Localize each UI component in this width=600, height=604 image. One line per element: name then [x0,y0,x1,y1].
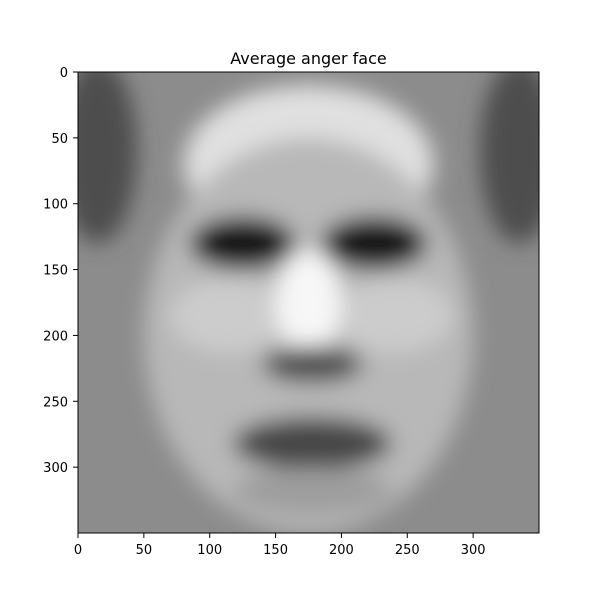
chin-region [233,467,392,515]
y-tick-label: 100 [43,198,68,213]
y-axis: 0 50 100 150 200 250 300 [43,66,78,476]
face-features [78,72,539,533]
x-tick-label: 200 [329,543,354,558]
x-tick-label: 150 [263,543,288,558]
plot-frame [77,71,540,534]
y-tick-label: 50 [51,132,68,147]
right-edge-shadow-region [479,72,539,244]
x-tick-label: 300 [461,543,486,558]
y-tick-label: 200 [43,329,68,344]
x-tick-label: 100 [197,543,222,558]
y-tick-label: 0 [60,66,68,81]
x-tick-label: 50 [136,543,153,558]
y-tick-label: 150 [43,264,68,279]
chart-title: Average anger face [230,49,386,68]
left-eye-region [189,216,296,270]
mouth-region [233,417,392,470]
left-edge-shadow-region [78,72,138,244]
face-image [78,72,539,533]
right-cheek-region [334,278,454,353]
x-tick-label: 0 [74,543,82,558]
nose-shadow-region [262,345,363,383]
x-tick-label: 250 [395,543,420,558]
nose-region [275,249,342,356]
y-tick-label: 250 [43,395,68,410]
left-cheek-region [170,278,289,353]
y-tick-label: 300 [43,461,68,476]
x-axis: 0 50 100 150 200 250 300 [74,533,486,558]
right-eye-region [321,216,428,270]
